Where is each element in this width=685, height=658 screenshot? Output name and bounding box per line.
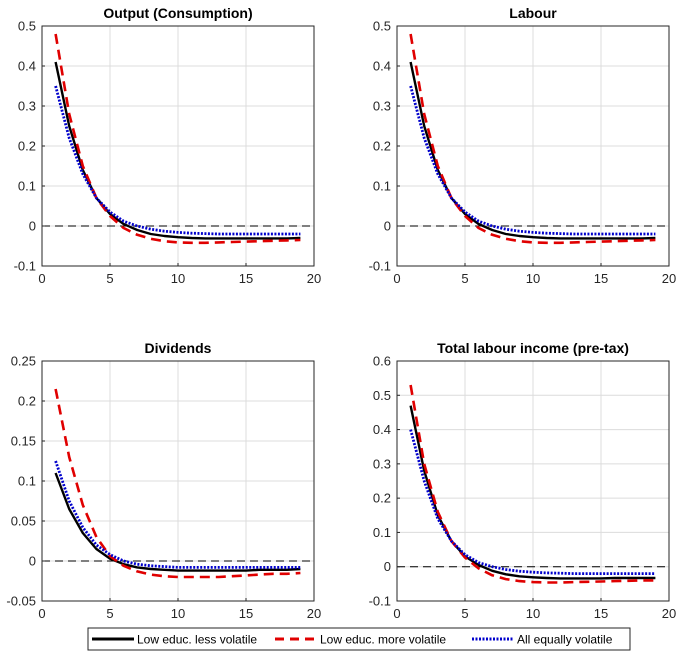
x-tick-label: 10	[526, 271, 540, 286]
panel-total-labour-income: 0 5 10 15 20-0.100.10.20.30.40.50.6 Total la…	[369, 340, 677, 621]
x-tick-label: 5	[106, 606, 113, 621]
series-line-less-volatile	[54, 472, 301, 572]
y-tick-label: 0.3	[373, 456, 391, 471]
y-tick-label: 0.1	[373, 179, 391, 194]
legend-label-less-volatile: Low educ. less volatile	[137, 633, 257, 647]
x-tick-label: 20	[307, 271, 321, 286]
x-tick-label: 15	[594, 606, 608, 621]
y-tick-label: 0.05	[11, 514, 36, 529]
x-tick-label: 5	[461, 606, 468, 621]
y-tick-label: 0.2	[18, 139, 36, 154]
y-tick-label: -0.05	[6, 594, 36, 609]
y-tick-label: 0.4	[373, 59, 391, 74]
x-tick-label: 0	[38, 606, 45, 621]
y-tick-label: 0.3	[373, 99, 391, 114]
panel-title: Total labour income (pre-tax)	[437, 340, 629, 356]
legend-label-equally-volatile: All equally volatile	[517, 633, 613, 647]
legend-box	[87, 627, 631, 651]
y-tick-label: 0.5	[373, 19, 391, 34]
series-line-equally-volatile	[409, 429, 656, 576]
x-tick-label: 10	[526, 606, 540, 621]
x-tick-label: 15	[594, 271, 608, 286]
y-tick-label: 0.4	[18, 59, 36, 74]
x-tick-label: 5	[106, 271, 113, 286]
y-tick-label: 0.4	[373, 422, 391, 437]
x-tick-label: 15	[239, 271, 253, 286]
x-tick-label: 20	[307, 606, 321, 621]
x-tick-label: 5	[461, 271, 468, 286]
x-tick-label: 0	[393, 271, 400, 286]
y-tick-label: 0.1	[373, 525, 391, 540]
x-tick-label: 0	[393, 606, 400, 621]
x-tick-label: 10	[171, 271, 185, 286]
y-tick-label: 0.1	[18, 474, 36, 489]
legend-label-more-volatile: Low educ. more volatile	[320, 633, 446, 647]
x-tick-label: 15	[239, 606, 253, 621]
y-tick-label: 0.2	[373, 139, 391, 154]
series-line-equally-volatile	[54, 85, 301, 236]
y-tick-label: -0.1	[14, 259, 36, 274]
x-tick-label: 20	[662, 606, 676, 621]
y-tick-label: 0	[384, 219, 391, 234]
y-tick-label: 0.3	[18, 99, 36, 114]
y-tick-label: -0.1	[369, 594, 391, 609]
panel-title: Labour	[509, 5, 557, 21]
y-tick-label: 0.2	[18, 394, 36, 409]
y-tick-label: 0.2	[373, 491, 391, 506]
x-tick-label: 0	[38, 271, 45, 286]
x-tick-label: 20	[662, 271, 676, 286]
panel-title: Dividends	[145, 340, 212, 356]
y-tick-label: 0.5	[373, 388, 391, 403]
y-tick-label: 0.6	[373, 354, 391, 369]
y-tick-label: 0.25	[11, 354, 36, 369]
y-tick-label: -0.1	[369, 259, 391, 274]
y-tick-label: 0	[384, 559, 391, 574]
legend: Low educ. less volatile Low educ. more v…	[87, 627, 631, 651]
y-tick-label: 0	[29, 219, 36, 234]
y-tick-label: 0	[29, 554, 36, 569]
x-tick-label: 10	[171, 606, 185, 621]
panel-title: Output (Consumption)	[103, 5, 252, 21]
y-tick-label: 0.1	[18, 179, 36, 194]
series-line-equally-volatile	[409, 85, 656, 236]
panel-output-consumption: 0 5 10 15 20-0.100.10.20.30.40.5 Output (Con…	[14, 5, 322, 286]
y-tick-label: 0.15	[11, 434, 36, 449]
panel-labour: 0 5 10 15 20-0.100.10.20.30.40.5 Labour	[369, 5, 677, 286]
y-tick-label: 0.5	[18, 19, 36, 34]
